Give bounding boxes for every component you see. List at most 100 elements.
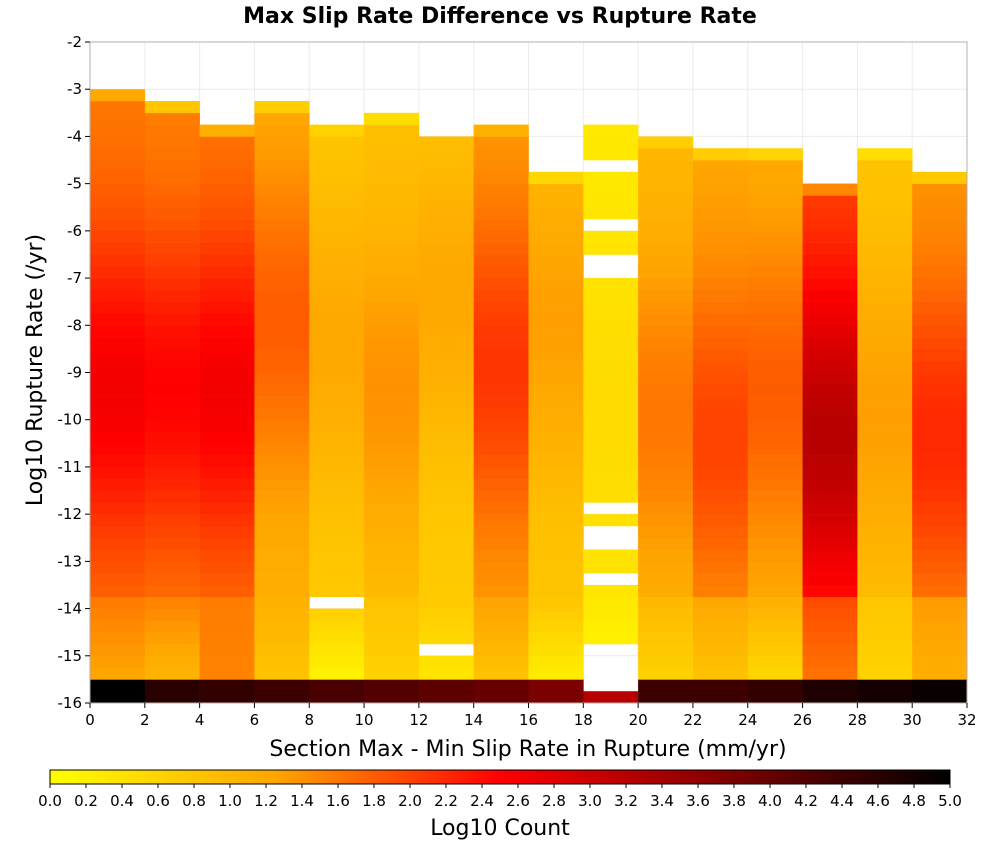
- heatmap-cell: [747, 514, 803, 527]
- heatmap-cell: [309, 679, 365, 692]
- heatmap-cell: [638, 632, 694, 645]
- heatmap-cell: [364, 183, 420, 196]
- heatmap-cell: [692, 502, 749, 515]
- heatmap-cell: [747, 195, 803, 208]
- heatmap-cell: [144, 502, 200, 515]
- heatmap-cell: [364, 478, 420, 491]
- heatmap-cell: [144, 301, 200, 314]
- heatmap-cell: [692, 667, 749, 680]
- heatmap-cell: [418, 655, 474, 668]
- heatmap-cell: [912, 254, 968, 267]
- heatmap-cell: [912, 348, 968, 361]
- heatmap-cell: [912, 643, 968, 657]
- heatmap-cell: [528, 325, 584, 338]
- x-tick-label: 14: [464, 711, 483, 729]
- heatmap-cell: [309, 466, 365, 480]
- heatmap-cell: [857, 490, 913, 503]
- heatmap-cell: [199, 584, 255, 598]
- heatmap-cell: [638, 407, 694, 421]
- heatmap-cell: [90, 254, 146, 267]
- heatmap-cell: [254, 124, 310, 137]
- heatmap-cell: [473, 584, 529, 598]
- heatmap-cell: [254, 148, 310, 161]
- heatmap-cell: [199, 360, 255, 373]
- heatmap-cell: [912, 455, 968, 468]
- heatmap-cell: [418, 160, 474, 173]
- heatmap-cell: [199, 325, 255, 338]
- heatmap-cell: [364, 431, 420, 444]
- heatmap-cell: [309, 419, 365, 432]
- heatmap-cell: [638, 573, 694, 586]
- heatmap-cell: [857, 207, 913, 220]
- heatmap-cell: [857, 266, 913, 279]
- heatmap-cell: [418, 490, 474, 503]
- y-axis-title: Log10 Rupture Rate (/yr): [23, 234, 48, 506]
- heatmap-cell: [857, 549, 913, 562]
- heatmap-cell: [528, 608, 584, 621]
- heatmap-cell: [364, 396, 420, 409]
- heatmap-cell: [364, 230, 420, 243]
- y-tick-label: -15: [58, 647, 83, 665]
- heatmap-cell: [90, 112, 146, 125]
- heatmap-cell: [802, 407, 858, 421]
- heatmap-cell: [473, 455, 529, 468]
- heatmap-cell: [254, 242, 310, 255]
- heatmap-cell: [364, 242, 420, 255]
- heatmap-cell: [418, 171, 474, 184]
- heatmap-cell: [90, 632, 146, 645]
- heatmap-cell: [528, 278, 584, 291]
- heatmap-cell: [144, 148, 200, 161]
- heatmap-cell: [418, 466, 474, 480]
- heatmap-cell: [364, 679, 420, 692]
- heatmap-cell: [90, 514, 146, 527]
- heatmap-cell: [912, 396, 968, 409]
- heatmap-cell: [418, 360, 474, 373]
- heatmap-cell: [528, 171, 584, 184]
- heatmap-cell: [857, 301, 913, 314]
- heatmap-cell: [418, 691, 474, 704]
- heatmap-cell: [199, 384, 255, 397]
- heatmap-cell: [638, 431, 694, 444]
- heatmap-cell: [692, 313, 749, 326]
- heatmap-cell: [747, 667, 803, 680]
- heatmap-cell: [309, 691, 365, 704]
- heatmap-cell: [528, 301, 584, 314]
- heatmap-cell: [144, 584, 200, 598]
- heatmap-cell: [144, 596, 200, 609]
- heatmap-cell: [583, 584, 639, 598]
- heatmap-cell: [473, 667, 529, 680]
- heatmap-cell: [418, 632, 474, 645]
- heatmap-cell: [747, 207, 803, 220]
- heatmap-cell: [309, 525, 365, 539]
- heatmap-cell: [144, 632, 200, 645]
- heatmap-cell: [692, 632, 749, 645]
- heatmap-cell: [747, 549, 803, 562]
- heatmap-cell: [747, 455, 803, 468]
- heatmap-cell: [802, 384, 858, 397]
- heatmap-cell: [199, 478, 255, 491]
- x-tick-label: 28: [848, 711, 867, 729]
- heatmap-cell: [90, 655, 146, 668]
- heatmap-cell: [638, 643, 694, 657]
- heatmap-cell: [144, 514, 200, 527]
- heatmap-cell: [912, 608, 968, 621]
- colorbar-tick-label: 0.6: [146, 792, 170, 810]
- heatmap-cell: [309, 655, 365, 668]
- heatmap-cell: [583, 514, 639, 527]
- heatmap-cell: [254, 360, 310, 373]
- heatmap-cell: [90, 407, 146, 421]
- heatmap-cell: [857, 407, 913, 421]
- heatmap-cell: [857, 608, 913, 621]
- heatmap-cell: [199, 490, 255, 503]
- heatmap-cell: [364, 301, 420, 314]
- heatmap-cell: [912, 514, 968, 527]
- heatmap-cell: [692, 325, 749, 338]
- heatmap-cell: [199, 608, 255, 621]
- heatmap-cell: [254, 112, 310, 125]
- heatmap-cell: [254, 443, 310, 456]
- heatmap-cell: [199, 596, 255, 609]
- heatmap-cell: [857, 632, 913, 645]
- heatmap-cell: [747, 573, 803, 586]
- heatmap-cell: [473, 537, 529, 550]
